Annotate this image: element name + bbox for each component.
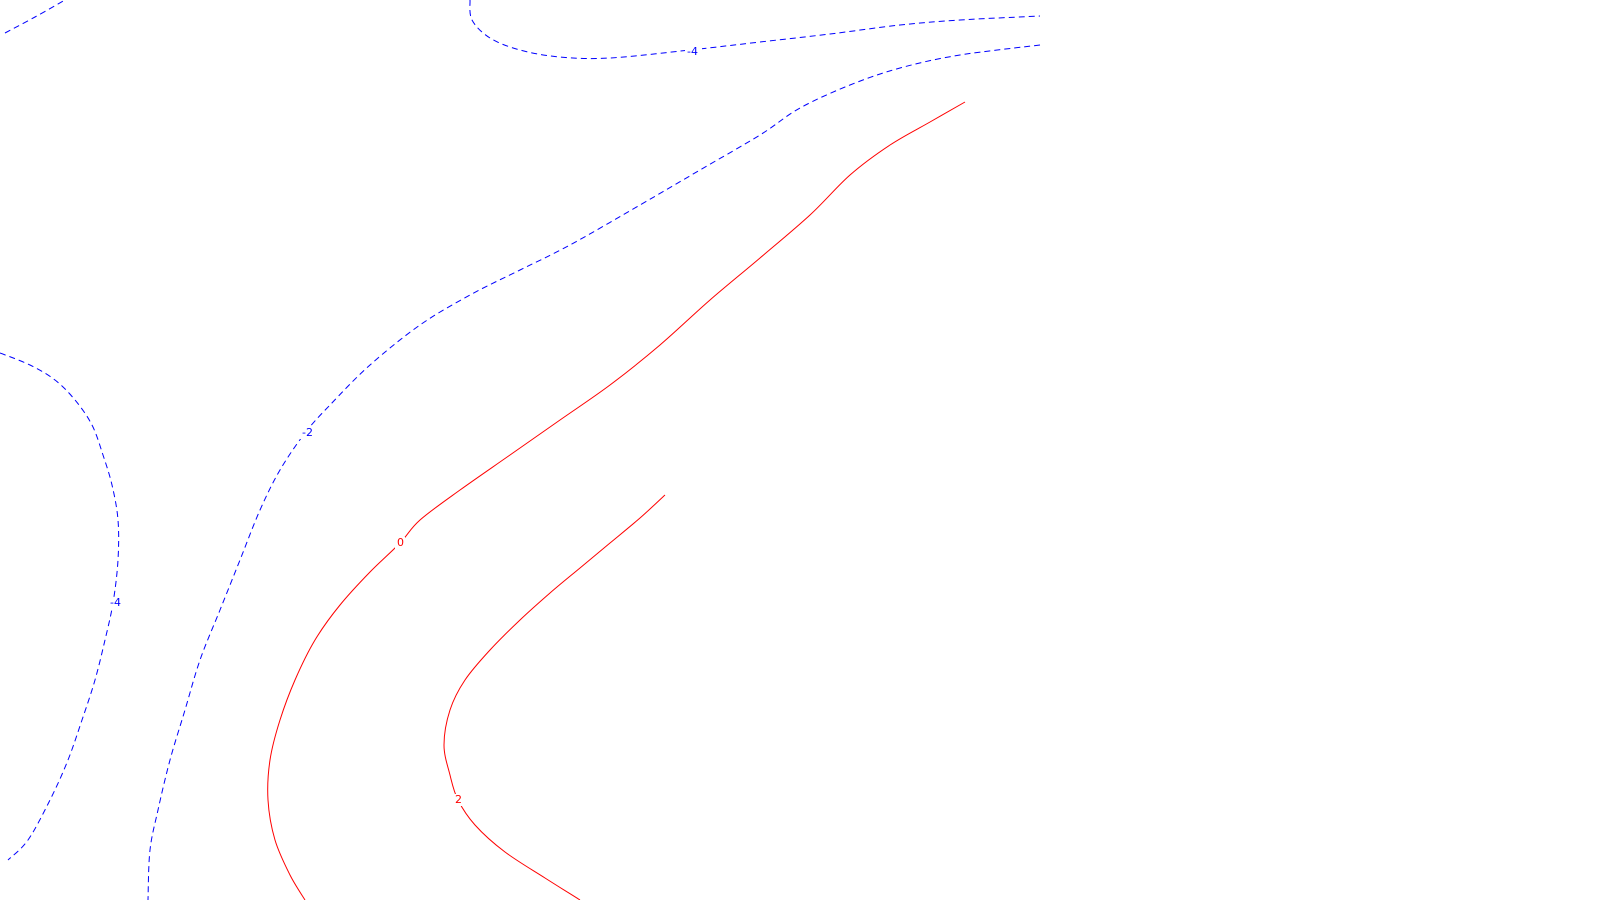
contour-label-neg2: -2 bbox=[302, 426, 313, 439]
contour-lines-group bbox=[0, 0, 1041, 900]
contour-label-neg4-left: -4 bbox=[110, 596, 121, 609]
contour-label-bg-pos2 bbox=[453, 794, 463, 806]
contour-label-bg-neg4-top bbox=[685, 46, 702, 58]
contour-line-neg4-top bbox=[469, 0, 1041, 60]
contour-label-pos2: 2 bbox=[455, 793, 462, 806]
contour-labels-group: -4 -4 -2 0 2 bbox=[108, 45, 702, 806]
contour-label-bg-zero bbox=[395, 537, 405, 549]
contour-label-bg-neg4-left bbox=[108, 597, 125, 609]
contour-line-pos2 bbox=[443, 494, 666, 900]
contour-line-neg4-left bbox=[0, 352, 120, 861]
contour-label-bg-neg2 bbox=[300, 427, 317, 439]
contour-line-neg4-topleft bbox=[4, 0, 66, 34]
contour-line-zero bbox=[267, 101, 966, 900]
contour-label-neg4-top: -4 bbox=[687, 45, 698, 58]
contour-label-zero: 0 bbox=[397, 536, 404, 549]
contour-line-neg2 bbox=[147, 44, 1041, 900]
